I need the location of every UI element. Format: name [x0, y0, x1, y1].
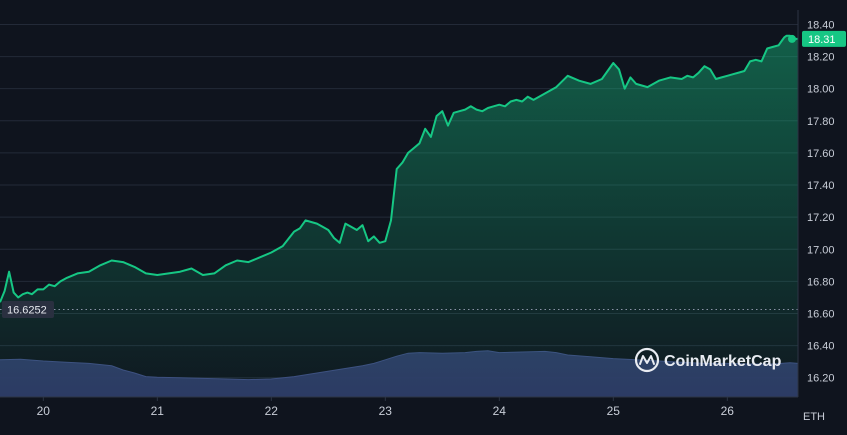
start-price-badge-bg [2, 300, 54, 318]
y-tick-label: 18.40 [807, 19, 835, 31]
watermark-text: CoinMarketCap [664, 353, 782, 370]
x-tick-label: 24 [493, 404, 507, 418]
coinmarketcap-logo-icon [634, 347, 660, 373]
x-tick-label: 22 [265, 404, 279, 418]
start-price-label: 16.6252 [7, 304, 47, 316]
current-price-badge: 18.31 [802, 30, 846, 47]
y-tick-label: 18.20 [807, 52, 835, 64]
start-price-badge: 16.6252 [2, 300, 54, 318]
y-tick-label: 17.60 [807, 148, 835, 160]
y-axis-ticks: 18.40 18.20 18.00 17.80 17.60 17.40 17.20 17.00… [807, 19, 835, 384]
x-tick-label: 25 [607, 404, 621, 418]
y-tick-label: 16.40 [807, 341, 835, 353]
y-tick-label: 16.60 [807, 308, 835, 320]
x-tick-label: 23 [379, 404, 393, 418]
x-tick-label: 20 [37, 404, 51, 418]
current-price-dot [788, 34, 796, 43]
y-tick-label: 17.20 [807, 212, 835, 224]
x-axis-ticks: 20 21 22 23 24 25 26 [37, 397, 735, 418]
y-tick-label: 18.00 [807, 84, 835, 96]
y-tick-label: 17.40 [807, 180, 835, 192]
y-tick-label: 16.80 [807, 276, 835, 288]
current-price-label: 18.31 [808, 34, 836, 46]
y-tick-label: 16.20 [807, 373, 835, 385]
price-line [0, 34, 798, 303]
unit-label: ETH [803, 411, 825, 423]
current-price-badge-bg [802, 30, 846, 47]
y-tick-label: 17.00 [807, 244, 835, 256]
y-tick-label: 17.80 [807, 116, 835, 128]
price-area-fill [0, 35, 798, 397]
x-tick-label: 21 [151, 404, 165, 418]
coinmarketcap-watermark: CoinMarketCap [634, 347, 782, 373]
x-tick-label: 26 [721, 404, 735, 418]
